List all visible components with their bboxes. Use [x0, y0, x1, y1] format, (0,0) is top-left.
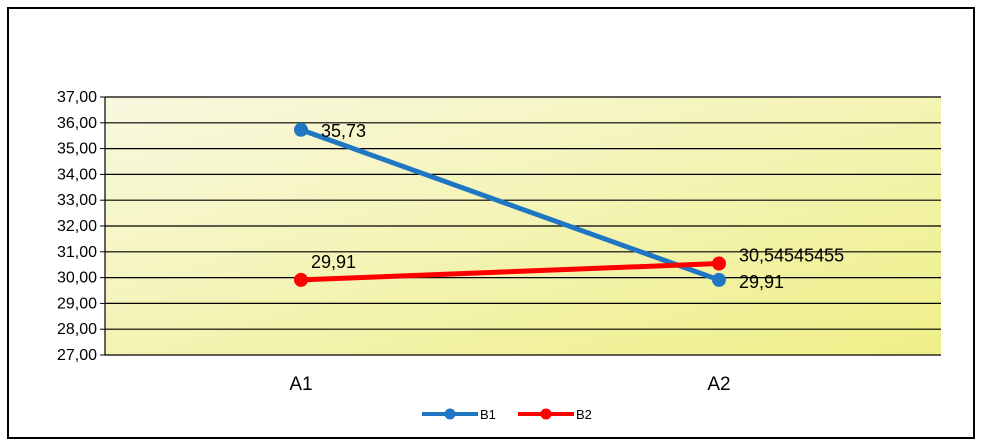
series-line-b2: [298, 261, 722, 283]
y-tick-label: 30,00: [57, 270, 97, 287]
data-label: 29,91: [311, 252, 356, 272]
data-labels: 35,73 29,91 29,91 30,54545455: [311, 121, 844, 292]
series-line-b1: [298, 127, 722, 283]
data-point-b1: [712, 272, 726, 287]
data-point-b1: [294, 122, 308, 137]
y-tick-label: 28,00: [57, 321, 97, 338]
gridlines: [100, 96, 941, 356]
y-tick-label: 31,00: [57, 244, 97, 261]
legend: B1 B2: [422, 407, 592, 422]
legend-swatch-marker: [540, 408, 552, 420]
legend-label-b1: B1: [480, 407, 496, 422]
y-tick-label: 34,00: [57, 166, 97, 183]
legend-swatch-marker: [444, 408, 456, 420]
data-point-b2: [294, 272, 308, 287]
y-tick-label: 36,00: [57, 115, 97, 132]
x-category-label: A1: [289, 374, 312, 395]
legend-label-b2: B2: [576, 407, 592, 422]
y-tick-label: 33,00: [57, 192, 97, 209]
series: [294, 122, 726, 287]
x-axis-category-labels: A1 A2: [289, 374, 730, 395]
y-tick-label: 29,00: [57, 295, 97, 312]
data-label: 29,91: [739, 272, 784, 292]
y-tick-label: 35,00: [57, 141, 97, 158]
y-axis-tick-labels: 27,00 28,00 29,00 30,00 31,00 32,00 33,00 34,00…: [57, 89, 97, 364]
y-tick-label: 27,00: [57, 347, 97, 364]
y-tick-label: 32,00: [57, 218, 97, 235]
x-category-label: A2: [707, 374, 730, 395]
data-point-b2: [712, 256, 726, 271]
data-label: 35,73: [321, 121, 366, 141]
data-label: 30,54545455: [739, 246, 844, 266]
y-tick-label: 37,00: [57, 89, 97, 106]
